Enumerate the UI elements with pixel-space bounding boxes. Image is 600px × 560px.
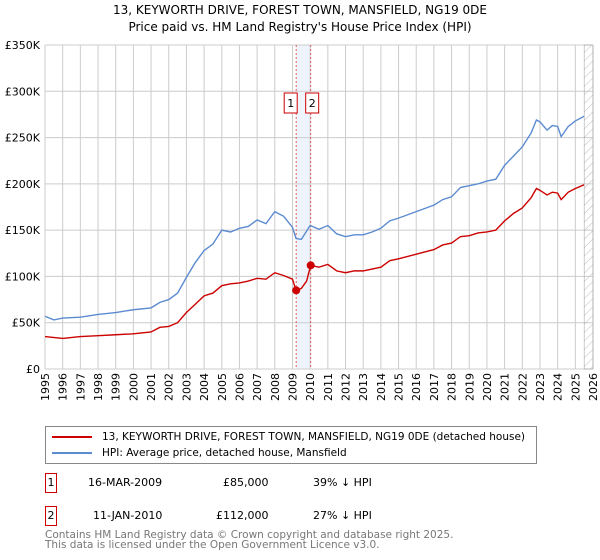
sale-point — [306, 261, 315, 270]
sale-label-box — [283, 92, 298, 114]
chart-title: 13, KEYWORTH DRIVE, FOREST TOWN, MANSFIE… — [113, 3, 487, 17]
x-tick-label: 2014 — [375, 373, 388, 401]
x-tick-label: 2007 — [251, 373, 264, 401]
y-tick-label: £0 — [26, 363, 40, 376]
table-row: 1 16-MAR-2009 £85,000 39% ↓ HPI — [45, 473, 545, 493]
y-tick-label: £350K — [5, 39, 41, 52]
x-tick-label: 2001 — [145, 373, 158, 401]
x-tick-label: 1997 — [74, 373, 87, 401]
sale-price: £112,000 — [216, 509, 269, 522]
x-tick-label: 2018 — [446, 373, 459, 401]
price-chart: 13, KEYWORTH DRIVE, FOREST TOWN, MANSFIE… — [5, 3, 600, 401]
sale-hpi-diff: 27% ↓ HPI — [313, 509, 372, 522]
x-tick-label: 2026 — [587, 373, 600, 401]
sale-hpi-diff: 39% ↓ HPI — [313, 476, 372, 489]
sale-point — [292, 286, 301, 295]
y-tick-label: £100K — [5, 270, 41, 283]
y-tick-label: £50K — [12, 317, 41, 330]
x-tick-label: 2022 — [516, 373, 529, 401]
legend-swatch-red — [52, 436, 92, 438]
sale-period-band — [296, 45, 311, 369]
sale-label: 1 — [287, 97, 294, 110]
x-tick-label: 1998 — [92, 373, 105, 401]
x-tick-label: 2011 — [322, 373, 335, 401]
x-tick-label: 2016 — [410, 373, 423, 401]
sale-marker-badge: 2 — [45, 506, 57, 526]
price-paid-line — [44, 184, 585, 340]
x-tick-label: 2004 — [198, 373, 211, 401]
y-tick-label: £300K — [5, 85, 41, 98]
sale-label-box — [305, 92, 320, 114]
chart-subtitle: Price paid vs. HM Land Registry's House … — [128, 20, 471, 34]
forecast-hatch-region — [583, 44, 594, 370]
x-tick-label: 2009 — [286, 373, 299, 401]
sale-date: 11-JAN-2010 — [93, 509, 163, 522]
x-tick-label: 2005 — [216, 373, 229, 401]
x-tick-label: 2002 — [163, 373, 176, 401]
sale-date: 16-MAR-2009 — [88, 476, 163, 489]
legend-label: 13, KEYWORTH DRIVE, FOREST TOWN, MANSFIE… — [102, 431, 525, 443]
hpi-line — [44, 115, 585, 321]
sale-marker-badge: 1 — [45, 473, 57, 493]
legend-item-hpi: HPI: Average price, detached house, Mans… — [52, 447, 347, 459]
x-tick-label: 2025 — [569, 373, 582, 401]
x-tick-label: 1999 — [110, 373, 123, 401]
y-tick-label: £250K — [5, 132, 41, 145]
x-tick-label: 1995 — [39, 373, 52, 401]
x-tick-label: 1996 — [57, 373, 70, 401]
sale-label: 2 — [309, 97, 316, 110]
footer-line: Contains HM Land Registry data © Crown c… — [45, 529, 454, 541]
legend: 13, KEYWORTH DRIVE, FOREST TOWN, MANSFIE… — [45, 426, 537, 464]
footer-line: This data is licensed under the Open Gov… — [45, 539, 380, 551]
x-tick-label: 2024 — [552, 373, 565, 401]
footer: Contains HM Land Registry data © Crown c… — [45, 529, 454, 551]
x-tick-label: 2000 — [127, 373, 140, 401]
y-tick-label: £150K — [5, 224, 41, 237]
x-tick-label: 2023 — [534, 373, 547, 401]
x-tick-label: 2003 — [180, 373, 193, 401]
y-tick-label: £200K — [5, 178, 41, 191]
x-tick-label: 2012 — [340, 373, 353, 401]
x-tick-label: 2015 — [393, 373, 406, 401]
x-tick-label: 2017 — [428, 373, 441, 401]
x-tick-label: 2019 — [463, 373, 476, 401]
x-tick-label: 2008 — [269, 373, 282, 401]
x-tick-label: 2021 — [499, 373, 512, 401]
x-tick-label: 2020 — [481, 373, 494, 401]
legend-swatch-blue — [52, 452, 92, 454]
x-tick-label: 2006 — [233, 373, 246, 401]
sale-price: £85,000 — [223, 476, 269, 489]
legend-item-property: 13, KEYWORTH DRIVE, FOREST TOWN, MANSFIE… — [52, 431, 525, 443]
legend-label: HPI: Average price, detached house, Mans… — [102, 447, 347, 459]
x-tick-label: 2013 — [357, 373, 370, 401]
table-row: 2 11-JAN-2010 £112,000 27% ↓ HPI — [45, 506, 545, 526]
x-tick-label: 2010 — [304, 373, 317, 401]
